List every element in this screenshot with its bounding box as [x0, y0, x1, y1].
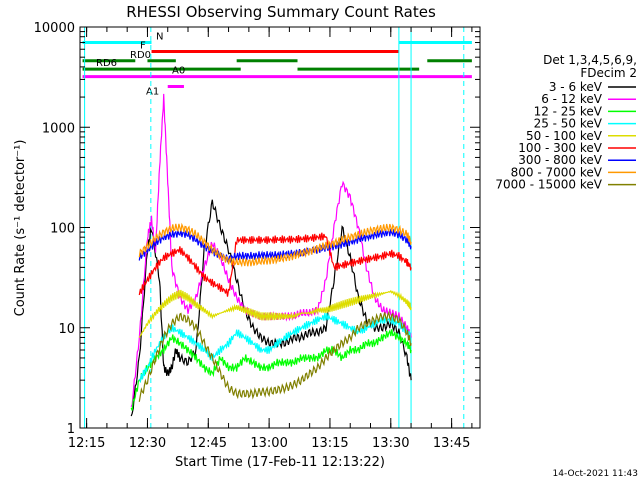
flag-label: A0	[172, 66, 185, 77]
legend-entry: 12 - 25 keV	[534, 104, 603, 118]
x-axis-label: Start Time (17-Feb-11 12:13:22)	[175, 455, 385, 470]
y-axis: 1 10 100 1000 10000	[34, 21, 480, 437]
footer-timestamp: 14-Oct-2021 11:43	[553, 469, 638, 479]
y-tick-label: 10	[58, 322, 75, 337]
legend-entry: 3 - 6 keV	[549, 80, 603, 94]
vertical-markers-layer	[84, 27, 465, 428]
x-tick-label: 13:30	[372, 436, 409, 451]
x-tick-label: 12:45	[190, 436, 227, 451]
x-tick-label: 13:00	[250, 436, 287, 451]
x-tick-label: 13:15	[311, 436, 348, 451]
legend-entry: 100 - 300 keV	[518, 141, 602, 155]
x-tick-label: 12:15	[68, 436, 105, 451]
y-tick-label: 10000	[34, 21, 75, 36]
flag-label: A1	[146, 86, 159, 97]
series-line	[130, 199, 412, 417]
x-axis: 12:15 12:30 12:45 13:00 13:15 13:30 13:45	[68, 27, 473, 451]
legend-entry: 800 - 7000 keV	[511, 165, 603, 179]
series-line	[138, 310, 412, 402]
legend-entry: 25 - 50 keV	[534, 117, 603, 131]
legend-entry: 50 - 100 keV	[526, 129, 603, 143]
plot-frame	[79, 26, 481, 429]
legend-entry: 7000 - 15000 keV	[495, 178, 602, 192]
legend-entry: 300 - 800 keV	[518, 153, 602, 167]
y-tick-label: 1000	[42, 121, 75, 136]
series-line	[138, 222, 412, 268]
series-line	[138, 232, 412, 297]
series-line	[138, 312, 412, 384]
x-tick-label: 12:30	[129, 436, 166, 451]
y-tick-label: 1	[67, 422, 75, 437]
flag-label: F	[140, 40, 146, 51]
y-tick-label: 100	[50, 222, 75, 237]
legend-header: Det 1,3,4,5,6,9,	[543, 53, 637, 67]
series-layer	[130, 93, 412, 417]
flag-label: RD6	[96, 58, 117, 69]
legend-header: FDecim 2	[580, 66, 637, 80]
legend-entry: 6 - 12 keV	[541, 92, 603, 106]
x-tick-label: 13:45	[433, 436, 470, 451]
flag-label: RD0	[130, 50, 151, 61]
y-axis-label: Count Rate (s⁻¹ detector⁻¹)	[13, 140, 28, 317]
chart-title: RHESSI Observing Summary Count Rates	[126, 3, 436, 21]
series-line	[130, 328, 412, 411]
series-line	[138, 289, 412, 338]
flag-label: N	[156, 32, 163, 43]
